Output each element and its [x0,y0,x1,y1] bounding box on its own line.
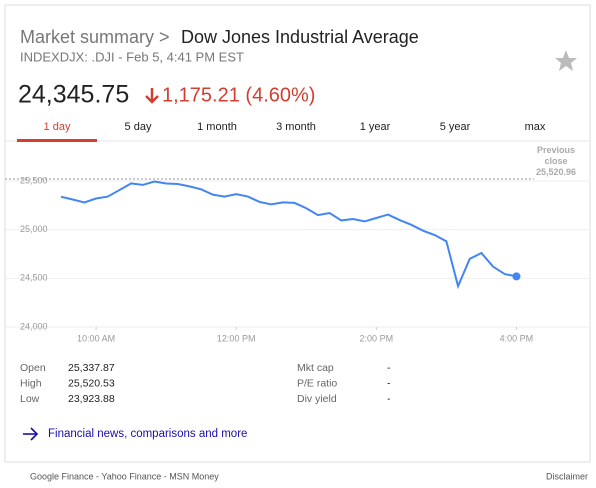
down-arrow [145,88,159,104]
y-tick-label: 24,000 [20,321,48,331]
stat-label: High [20,377,42,389]
disclaimer[interactable]: Disclaimer [546,471,588,481]
x-tick-label: 12:00 PM [217,333,256,343]
stat-label: Low [20,393,40,405]
stat-value: 25,520.53 [68,377,115,389]
tab[interactable]: 5 year [440,121,471,133]
y-tick-label: 25,500 [20,175,48,185]
sources[interactable]: Google Finance - Yahoo Finance - MSN Mon… [30,471,219,481]
change: 1,175.21 (4.60%) [162,84,315,106]
star-icon[interactable] [555,50,577,71]
stat-label: Mkt cap [297,362,334,374]
stat-label: Div yield [297,393,337,405]
tab[interactable]: max [525,121,546,133]
tab[interactable]: 1 month [197,121,237,133]
stat-value: 23,923.88 [68,393,115,405]
reference-name: Previous close [536,144,576,166]
stat-label: P/E ratio [297,377,337,389]
x-tick-label: 4:00 PM [500,333,534,343]
stat-value: - [387,393,391,405]
last-point [512,272,521,281]
x-tick-label: 2:00 PM [360,333,394,343]
reference-label: Previous close 25,520.96 [534,145,578,178]
subtitle: INDEXDJX: .DJI - Feb 5, 4:41 PM EST [20,49,244,64]
y-tick-label: 25,000 [20,224,48,234]
breadcrumb[interactable]: Market summary > [20,27,170,47]
tab-underline [17,139,97,142]
title: Dow Jones Industrial Average [181,27,419,47]
stat-value: - [387,362,391,374]
reference-value: 25,520.96 [535,166,577,177]
tab[interactable]: 1 year [360,121,391,133]
card [4,4,591,463]
price: 24,345.75 [18,81,129,109]
tab[interactable]: 3 month [276,121,316,133]
tab[interactable]: 1 day [44,121,71,133]
tab[interactable]: 5 day [125,121,152,133]
stat-label: Open [20,362,46,374]
stat-value: - [387,377,391,389]
link-arrow[interactable] [23,427,39,441]
stat-value: 25,337.87 [68,362,115,374]
news-link[interactable]: Financial news, comparisons and more [48,428,247,440]
x-tick-label: 10:00 AM [77,333,115,343]
price-line [60,180,517,290]
y-tick-label: 24,500 [20,273,48,283]
